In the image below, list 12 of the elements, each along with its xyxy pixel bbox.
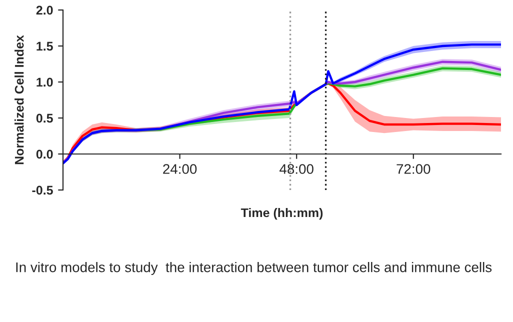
y-tick-label: -0.5 [32,186,53,195]
y-tick-label: 1.0 [36,78,53,87]
y-tick-label: 1.5 [36,42,53,51]
y-axis-title: Normalized Cell Index [14,35,24,164]
y-tick-label: 2.0 [36,6,53,15]
x-tick-label: 48:00 [280,164,314,174]
y-tick-label: 0.0 [36,150,53,159]
text: In vitro models to study the interaction between tumor cells and immune cells [16,262,492,275]
y-tick-label: 0.5 [36,114,53,123]
x-tick-label: 72:00 [396,164,430,174]
x-tick-label: 24:00 [163,164,197,174]
x-axis-title: Time (hh:mm) [240,208,323,220]
